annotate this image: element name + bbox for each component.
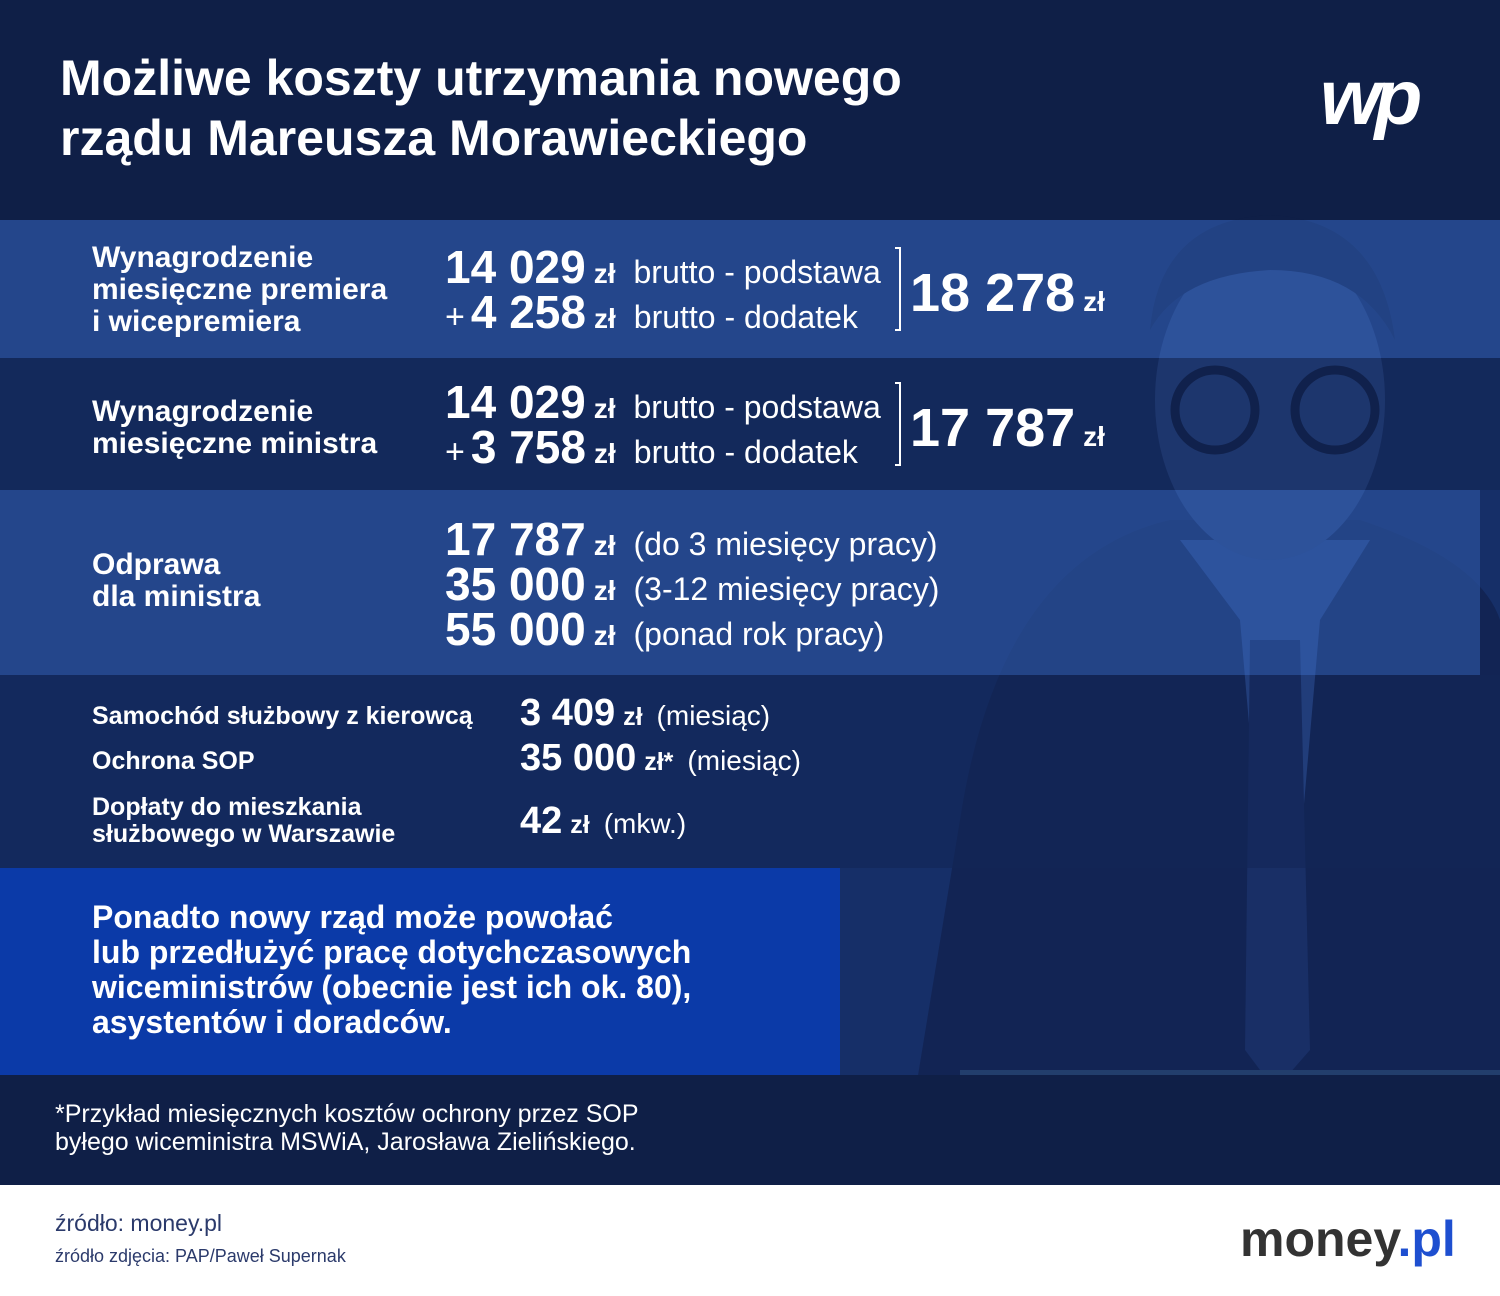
unit: zł (593, 258, 616, 289)
brand-name: money (1240, 1211, 1398, 1267)
title: Możliwe koszty utrzymania nowego rządu M… (60, 48, 902, 168)
label-line: Wynagrodzenie (92, 395, 314, 428)
extra-label: Ochrona SOP (92, 748, 255, 775)
title-line: Możliwe koszty utrzymania nowego (60, 50, 902, 106)
unit: zł (593, 575, 616, 606)
label-line: Odprawa (92, 548, 221, 581)
highlight-line: wiceministrów (obecnie jest ich ok. 80), (92, 969, 692, 1005)
amount-line: +3 758 zł brutto - dodatek (445, 420, 858, 474)
total-unit: zł (1083, 286, 1105, 317)
amount: 35 000 (520, 737, 637, 779)
source: źródło: money.pl (55, 1210, 223, 1236)
row-label: Odprawa dla ministra (92, 549, 260, 613)
note: (do 3 miesięcy pracy) (633, 526, 938, 562)
unit: zł (623, 703, 643, 731)
row-label: Wynagrodzenie miesięczne premiera i wicepr… (92, 242, 387, 338)
amount: 17 787 (445, 513, 586, 565)
title-line: rządu Mareusza Morawieckiego (60, 110, 808, 166)
prefix: + (445, 298, 465, 336)
brand: money.pl (1240, 1210, 1456, 1268)
amount: 42 (520, 800, 563, 842)
amount: 3 758 (470, 421, 586, 473)
note: (miesiąc) (656, 700, 771, 731)
unit: zł (570, 811, 590, 839)
extra-amount: 35 000 zł* (miesiąc) (520, 737, 801, 780)
extra-amount: 42 zł (mkw.) (520, 800, 686, 843)
amount: 55 000 (445, 603, 586, 655)
label-line: Samochód służbowy z kierowcą (92, 702, 473, 730)
amount: 14 029 (445, 376, 586, 428)
photo-source: źródło zdjęcia: PAP/Paweł Supernak (55, 1246, 346, 1266)
total-amount: 18 278 (910, 263, 1076, 323)
extra-label: Samochód służbowy z kierowcą (92, 703, 473, 730)
total: 18 278 zł (910, 262, 1105, 324)
highlight-line: lub przedłużyć pracę dotychczasowych (92, 934, 692, 970)
label-line: i wicepremiera (92, 305, 301, 338)
note: (3-12 miesięcy pracy) (633, 571, 940, 607)
note: brutto - dodatek (633, 434, 858, 470)
amount-line: 14 029 zł brutto - podstawa (445, 240, 881, 294)
amount: 35 000 (445, 558, 586, 610)
footnote: *Przykład miesięcznych kosztów ochrony p… (55, 1100, 639, 1156)
amount-line: 35 000 zł (3-12 miesięcy pracy) (445, 557, 939, 611)
label-line: dla ministra (92, 580, 261, 613)
unit: zł (593, 438, 616, 469)
logo: wp (1320, 53, 1422, 141)
unit: zł (593, 393, 616, 424)
note: brutto - dodatek (633, 299, 858, 335)
label-line: służbowego w Warszawie (92, 820, 396, 848)
prefix: + (445, 433, 465, 471)
unit: zł (593, 620, 616, 651)
label-line: Dopłaty do mieszkania (92, 793, 362, 821)
label-line: Wynagrodzenie (92, 241, 314, 274)
row-label: Wynagrodzenie miesięczne ministra (92, 396, 377, 460)
total: 17 787 zł (910, 397, 1105, 459)
amount-line: +4 258 zł brutto - dodatek (445, 285, 858, 339)
note: (ponad rok pracy) (633, 616, 885, 652)
label-line: miesięczne premiera (92, 273, 388, 306)
footnote-line: *Przykład miesięcznych kosztów ochrony p… (55, 1100, 639, 1128)
highlight: Ponadto nowy rząd może powołać lub przedł… (92, 900, 691, 1040)
label-line: miesięczne ministra (92, 427, 378, 460)
amount-line: 17 787 zł (do 3 miesięcy pracy) (445, 512, 938, 566)
unit: zł (593, 303, 616, 334)
unit: zł (593, 530, 616, 561)
amount: 4 258 (470, 286, 586, 338)
extra-label: Dopłaty do mieszkania służbowego w Warsza… (92, 794, 395, 848)
note: brutto - podstawa (633, 254, 881, 290)
amount: 14 029 (445, 241, 586, 293)
total-unit: zł (1083, 421, 1105, 452)
label-line: Ochrona SOP (92, 747, 255, 775)
footnote-line: byłego wiceministra MSWiA, Jarosława Zie… (55, 1128, 636, 1156)
amount: 3 409 (520, 692, 616, 734)
amount-line: 55 000 zł (ponad rok pracy) (445, 602, 884, 656)
highlight-line: asystentów i doradców. (92, 1004, 452, 1040)
note: brutto - podstawa (633, 389, 881, 425)
total-amount: 17 787 (910, 398, 1076, 458)
extra-amount: 3 409 zł (miesiąc) (520, 692, 770, 735)
amount-line: 14 029 zł brutto - podstawa (445, 375, 881, 429)
note: (mkw.) (603, 808, 687, 839)
note: (miesiąc) (687, 745, 801, 776)
brand-suffix: .pl (1397, 1211, 1456, 1267)
unit: zł* (644, 748, 674, 776)
highlight-line: Ponadto nowy rząd może powołać (92, 899, 613, 935)
